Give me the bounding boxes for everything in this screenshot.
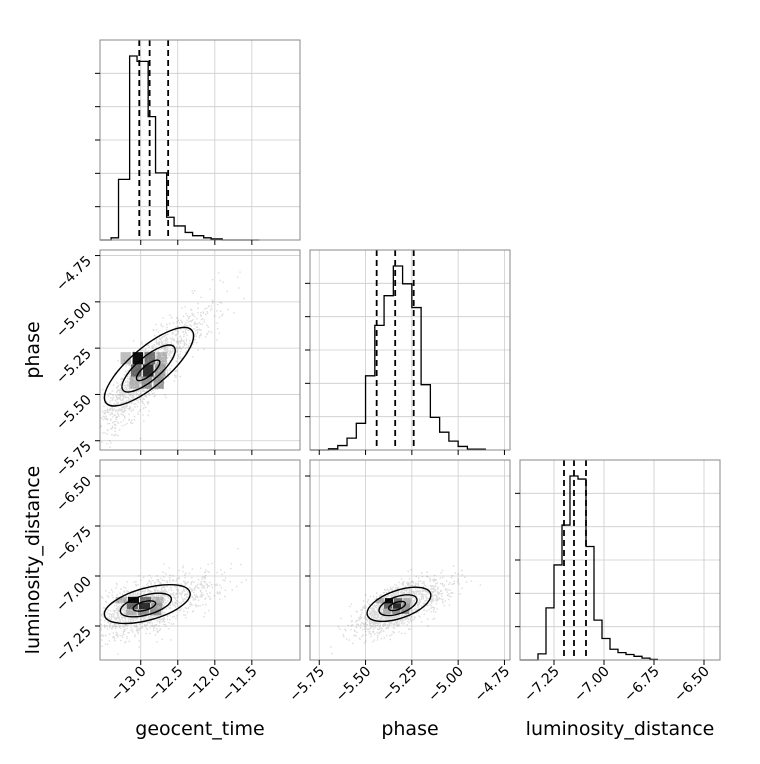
contour-geocent_time-luminosity_distance-1 (119, 592, 173, 618)
density-cell-phase-luminosity_distance-8 (375, 598, 384, 604)
frame-layer (99, 39, 721, 661)
density-cell-geocent_time-phase-3 (144, 352, 156, 365)
y-axis-label-luminosity-distance: luminosity_distance (22, 466, 44, 655)
density-cell-geocent_time-luminosity_distance-0 (127, 596, 140, 603)
density-cell-geocent_time-luminosity_distance-8 (115, 596, 127, 603)
x-tick-label-phase-3: −5.00 (425, 664, 467, 706)
contour-phase-luminosity_distance-0 (387, 600, 407, 612)
contour-geocent_time-phase-2 (103, 326, 195, 407)
x-tick-label-geocent_time-0: −13.0 (108, 664, 150, 706)
panel-frame-phase-geocent_time (99, 249, 301, 451)
density-cell-geocent_time-luminosity_distance-7 (125, 609, 137, 616)
contour-phase-luminosity_distance-2 (366, 586, 432, 623)
x-tick-label-phase-0: −5.75 (286, 664, 328, 706)
grid-layer (100, 40, 720, 660)
density-cell-phase-luminosity_distance-1 (393, 603, 402, 609)
x-tick-label-phase-2: −5.25 (379, 664, 421, 706)
density-cell-phase-luminosity_distance-5 (402, 603, 411, 609)
y-tick-label-luminosity_distance-3: −6.50 (53, 474, 95, 516)
x-tick-label-phase-1: −5.50 (333, 664, 375, 706)
y-tick-label-phase-4: −4.75 (53, 253, 95, 295)
y-tick-label-luminosity_distance-1: −7.00 (53, 574, 95, 616)
density-cell-geocent_time-luminosity_distance-6 (137, 609, 149, 616)
y-tick-label-luminosity_distance-2: −6.75 (53, 524, 95, 566)
density-cell-phase-luminosity_distance-7 (383, 608, 392, 614)
x-axis-label-geocent-time: geocent_time (135, 718, 264, 740)
y-tick-label-phase-1: −5.50 (53, 392, 95, 434)
panel-frame-luminosity_distance-phase (309, 459, 511, 661)
density-cell-phase-luminosity_distance-6 (392, 608, 401, 614)
contour-layer (103, 326, 432, 625)
density-cell-phase-luminosity_distance-0 (384, 598, 394, 604)
y-tick-label-phase-2: −5.25 (53, 346, 95, 388)
density-cell-geocent_time-luminosity_distance-5 (151, 602, 163, 610)
y-axis-label-phase: phase (22, 321, 44, 378)
x-tick-label-luminosity_distance-2: −6.75 (621, 664, 663, 706)
density-cell-phase-luminosity_distance-9 (402, 598, 412, 604)
scatter-phase-luminosity_distance (330, 565, 482, 655)
density-cell-geocent_time-phase-0 (132, 352, 144, 365)
density-cell-phase-luminosity_distance-3 (393, 598, 403, 604)
contour-geocent_time-phase-0 (135, 359, 161, 382)
x-tick-label-phase-4: −4.75 (472, 664, 514, 706)
density-cell-geocent_time-phase-5 (155, 364, 166, 377)
density-cell-geocent_time-phase-9 (156, 352, 168, 365)
histogram-geocent_time (100, 55, 260, 241)
x-tick-label-geocent_time-1: −12.5 (145, 664, 187, 706)
histogram-layer (100, 40, 658, 661)
x-tick-label-luminosity_distance-1: −7.00 (571, 664, 613, 706)
x-axis-label-luminosity-distance: luminosity_distance (526, 718, 715, 740)
contour-geocent_time-luminosity_distance-2 (103, 583, 191, 625)
y-tick-label-luminosity_distance-0: −7.25 (53, 624, 95, 666)
density-cell-phase-luminosity_distance-2 (384, 603, 393, 609)
histogram-phase (310, 265, 486, 451)
x-tick-label-geocent_time-2: −12.0 (182, 664, 224, 706)
density-cell-geocent_time-luminosity_distance-2 (126, 602, 138, 610)
panel-frame-luminosity_distance-geocent_time (99, 459, 301, 661)
x-tick-label-luminosity_distance-3: −6.50 (671, 664, 713, 706)
scatter-geocent_time-luminosity_distance (100, 548, 247, 655)
contour-geocent_time-phase-1 (121, 344, 176, 393)
x-tick-label-geocent_time-3: −11.5 (219, 664, 261, 706)
density-cell-geocent_time-phase-1 (143, 364, 154, 377)
density-cell-geocent_time-luminosity_distance-3 (140, 596, 152, 603)
y-tick-label-phase-3: −5.00 (53, 299, 95, 341)
x-tick-label-luminosity_distance-0: −7.25 (521, 664, 563, 706)
density-cell-geocent_time-phase-2 (130, 364, 142, 377)
histogram-luminosity_distance (520, 475, 658, 661)
density-cell-geocent_time-luminosity_distance-1 (139, 602, 151, 610)
x-axis-label-phase: phase (381, 718, 438, 740)
contour-geocent_time-luminosity_distance-0 (132, 600, 157, 612)
density-cell-geocent_time-luminosity_distance-9 (152, 596, 164, 603)
density-cell-geocent_time-phase-8 (120, 352, 131, 365)
contour-phase-luminosity_distance-1 (378, 594, 418, 617)
y-tick-label-phase-0: −5.75 (53, 438, 95, 480)
density-cell-geocent_time-phase-7 (129, 376, 140, 389)
density-cell-geocent_time-phase-6 (141, 376, 152, 389)
